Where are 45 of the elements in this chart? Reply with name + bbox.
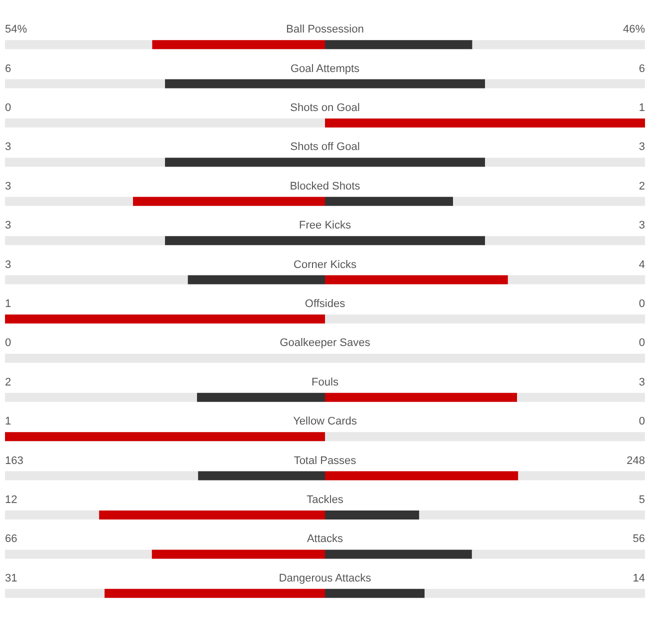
- category-label: Attacks: [306, 533, 344, 546]
- category-label: Goalkeeper Saves: [280, 337, 371, 350]
- data-label: 0: [5, 337, 12, 350]
- data-label: 0: [638, 298, 645, 310]
- data-label: 3: [638, 220, 645, 232]
- data-label: 66: [5, 533, 18, 546]
- data-label: 0: [5, 102, 12, 114]
- category-label: Offsides: [304, 298, 346, 310]
- data-label: 1: [5, 416, 12, 428]
- data-label: 3: [638, 141, 645, 154]
- data-label: 3: [638, 376, 645, 388]
- data-label: 3: [5, 220, 12, 232]
- data-label: 54%: [5, 24, 28, 36]
- category-label: Yellow Cards: [293, 416, 358, 428]
- data-label: 248: [626, 454, 645, 467]
- data-label: 46%: [622, 24, 646, 36]
- category-label: Ball Possession: [286, 24, 364, 36]
- data-label: 56: [632, 533, 645, 546]
- data-label: 3: [5, 258, 12, 271]
- data-label: 0: [638, 337, 645, 350]
- category-label: Tackles: [306, 494, 344, 506]
- data-label: 6: [638, 62, 645, 75]
- category-label: Corner Kicks: [294, 258, 357, 271]
- category-label: Dangerous Attacks: [278, 572, 372, 584]
- data-label: 0: [638, 416, 645, 428]
- data-label: 12: [5, 494, 18, 506]
- data-label: 3: [5, 180, 12, 192]
- category-label: Free Kicks: [299, 220, 352, 232]
- category-label: Fouls: [312, 376, 339, 388]
- data-label: 6: [5, 62, 12, 75]
- data-label: 2: [5, 376, 12, 388]
- data-label: 1: [638, 102, 645, 114]
- category-label: Shots off Goal: [290, 141, 360, 154]
- data-label: 31: [5, 572, 18, 584]
- data-label: 4: [638, 258, 645, 271]
- category-label: Goal Attempts: [290, 62, 360, 75]
- data-label: 2: [638, 180, 645, 192]
- category-label: Total Passes: [294, 454, 357, 467]
- data-label: 1: [5, 298, 12, 310]
- data-label: 163: [5, 454, 24, 467]
- data-label: 14: [632, 572, 645, 584]
- data-label: 5: [638, 494, 645, 506]
- category-label: Blocked Shots: [290, 180, 361, 192]
- category-label: Shots on Goal: [290, 102, 360, 114]
- data-label: 3: [5, 141, 12, 154]
